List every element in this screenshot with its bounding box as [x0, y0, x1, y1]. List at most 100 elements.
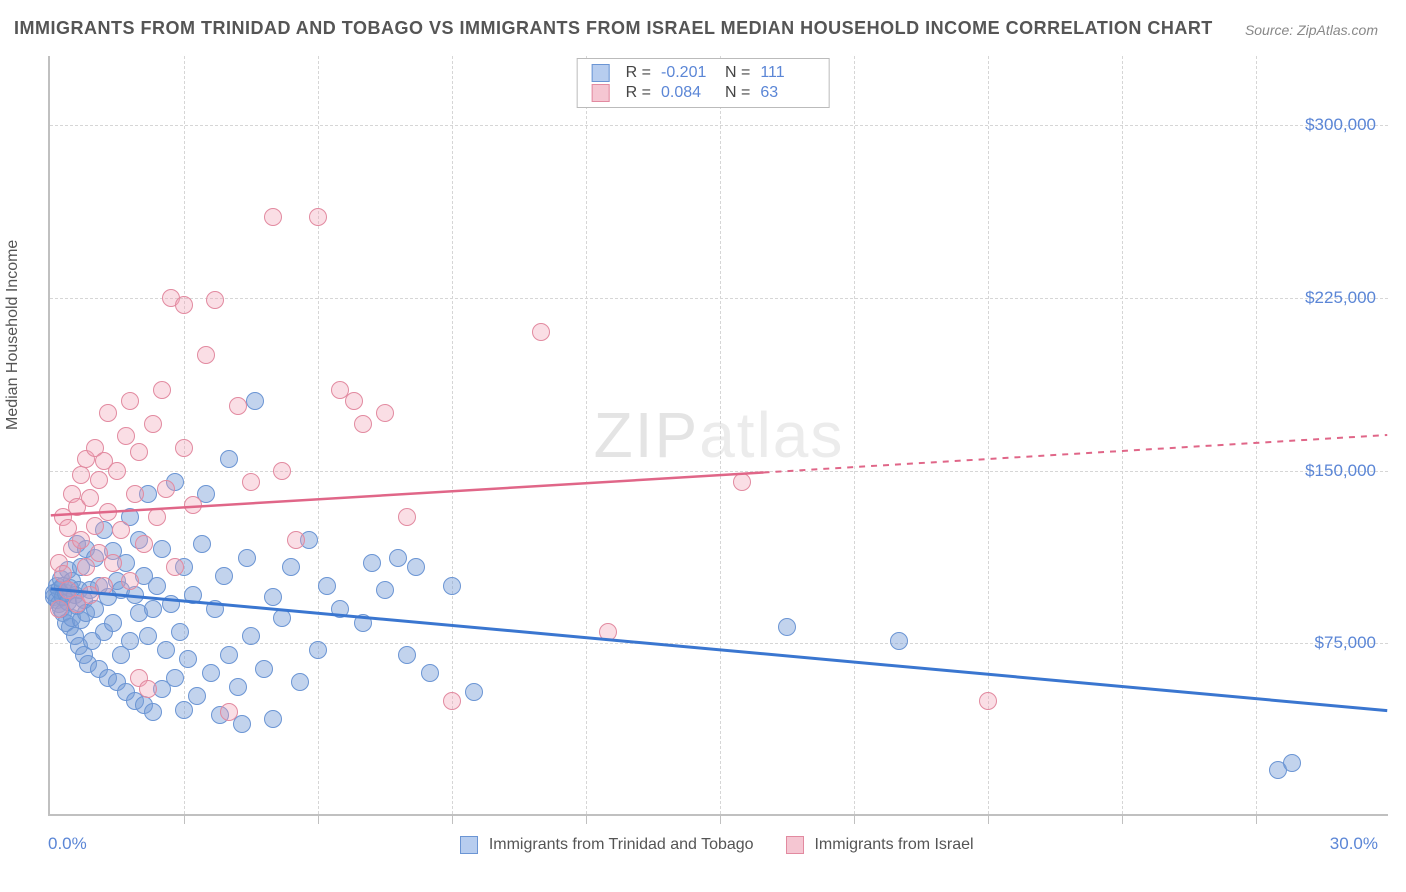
scatter-point-is — [54, 565, 72, 583]
scatter-point-tt — [264, 710, 282, 728]
legend-swatch-tt — [460, 836, 478, 854]
scatter-point-is — [81, 489, 99, 507]
scatter-point-is — [166, 558, 184, 576]
scatter-point-is — [175, 439, 193, 457]
scatter-point-is — [242, 473, 260, 491]
scatter-point-is — [264, 208, 282, 226]
scatter-point-is — [99, 404, 117, 422]
scatter-point-is — [398, 508, 416, 526]
r-value-is: 0.084 — [661, 84, 715, 102]
scatter-point-is — [104, 554, 122, 572]
scatter-point-tt — [162, 595, 180, 613]
scatter-point-tt — [309, 641, 327, 659]
legend-label-tt: Immigrants from Trinidad and Tobago — [489, 836, 754, 853]
scatter-point-tt — [121, 632, 139, 650]
scatter-point-tt — [273, 609, 291, 627]
scatter-point-tt — [264, 588, 282, 606]
y-axis-label: Median Household Income — [4, 240, 22, 430]
scatter-point-tt — [331, 600, 349, 618]
scatter-point-is — [175, 296, 193, 314]
scatter-point-is — [443, 692, 461, 710]
legend-swatch-is — [786, 836, 804, 854]
scatter-point-is — [86, 517, 104, 535]
scatter-point-tt — [318, 577, 336, 595]
x-tick — [720, 814, 721, 824]
scatter-point-tt — [175, 701, 193, 719]
scatter-point-tt — [407, 558, 425, 576]
scatter-point-is — [126, 485, 144, 503]
scatter-point-tt — [778, 618, 796, 636]
scatter-point-tt — [220, 646, 238, 664]
n-value-tt: 111 — [760, 64, 814, 82]
scatter-point-is — [77, 558, 95, 576]
x-tick — [1122, 814, 1123, 824]
source-attribution: Source: ZipAtlas.com — [1245, 22, 1378, 38]
n-value-is: 63 — [760, 84, 814, 102]
scatter-point-tt — [220, 450, 238, 468]
x-axis-end-label: 30.0% — [1330, 834, 1378, 854]
scatter-point-is — [72, 466, 90, 484]
scatter-point-tt — [246, 392, 264, 410]
y-tick-label: $225,000 — [1305, 288, 1376, 308]
scatter-point-is — [733, 473, 751, 491]
gridline-v — [1256, 56, 1257, 814]
scatter-point-tt — [255, 660, 273, 678]
scatter-point-is — [532, 323, 550, 341]
scatter-point-is — [148, 508, 166, 526]
gridline-v — [318, 56, 319, 814]
gridline-v — [1122, 56, 1123, 814]
scatter-point-tt — [104, 614, 122, 632]
scatter-point-is — [206, 291, 224, 309]
scatter-point-is — [117, 427, 135, 445]
scatter-point-is — [139, 680, 157, 698]
scatter-point-is — [197, 346, 215, 364]
scatter-point-tt — [890, 632, 908, 650]
scatter-point-is — [287, 531, 305, 549]
watermark-bold: ZIP — [594, 399, 700, 471]
scatter-point-is — [90, 471, 108, 489]
scatter-point-is — [95, 577, 113, 595]
scatter-point-tt — [144, 600, 162, 618]
scatter-point-is — [135, 535, 153, 553]
scatter-point-is — [229, 397, 247, 415]
x-tick — [988, 814, 989, 824]
scatter-point-is — [121, 392, 139, 410]
x-tick — [452, 814, 453, 824]
scatter-point-is — [108, 462, 126, 480]
scatter-point-is — [144, 415, 162, 433]
scatter-point-tt — [389, 549, 407, 567]
scatter-point-tt — [354, 614, 372, 632]
scatter-point-tt — [157, 641, 175, 659]
scatter-point-is — [112, 521, 130, 539]
scatter-point-tt — [144, 703, 162, 721]
scatter-point-tt — [465, 683, 483, 701]
scatter-point-tt — [242, 627, 260, 645]
scatter-point-is — [130, 443, 148, 461]
scatter-point-tt — [184, 586, 202, 604]
scatter-point-tt — [202, 664, 220, 682]
scatter-point-is — [50, 600, 68, 618]
gridline-h — [50, 298, 1388, 299]
x-tick — [854, 814, 855, 824]
scatter-point-is — [153, 381, 171, 399]
scatter-point-tt — [421, 664, 439, 682]
swatch-is — [592, 84, 610, 102]
scatter-point-tt — [153, 540, 171, 558]
scatter-point-is — [376, 404, 394, 422]
gridline-v — [854, 56, 855, 814]
scatter-point-tt — [398, 646, 416, 664]
r-value-tt: -0.201 — [661, 64, 715, 82]
scatter-point-is — [354, 415, 372, 433]
scatter-point-is — [309, 208, 327, 226]
scatter-point-is — [184, 496, 202, 514]
scatter-point-is — [121, 572, 139, 590]
scatter-point-tt — [139, 627, 157, 645]
scatter-point-is — [345, 392, 363, 410]
scatter-point-is — [599, 623, 617, 641]
scatter-point-tt — [206, 600, 224, 618]
scatter-point-tt — [363, 554, 381, 572]
bottom-legend: Immigrants from Trinidad and Tobago Immi… — [0, 836, 1406, 854]
scatter-point-tt — [443, 577, 461, 595]
scatter-point-is — [273, 462, 291, 480]
scatter-point-tt — [215, 567, 233, 585]
